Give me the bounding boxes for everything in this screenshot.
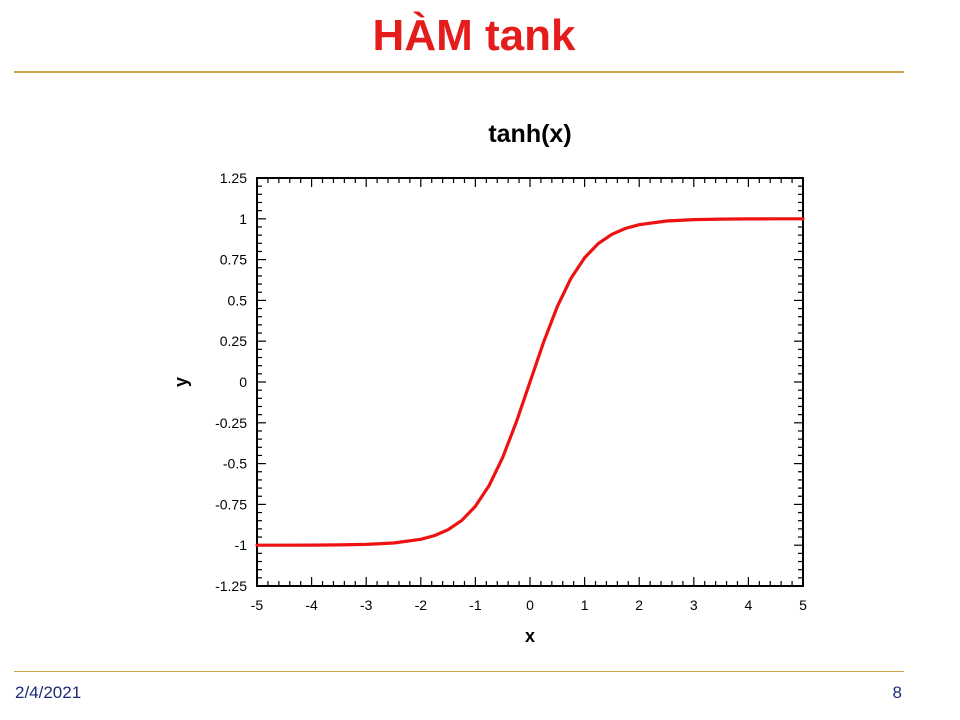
y-tick-label: -1.25 <box>215 578 247 594</box>
y-tick-label: -0.5 <box>223 456 247 472</box>
series-line-0 <box>255 217 805 547</box>
y-tick-label: 0.5 <box>228 292 248 308</box>
y-tick-label: -1 <box>235 537 248 553</box>
page-number: 8 <box>892 683 902 702</box>
chart-title: tanh(x) <box>488 120 571 148</box>
x-tick-label: 5 <box>799 597 807 613</box>
slide-title: HÀM tank <box>372 11 576 60</box>
x-axis-label: x <box>525 626 535 646</box>
x-tick-label: -4 <box>305 597 318 613</box>
title-divider <box>14 71 904 73</box>
y-tick-label: 1 <box>239 211 247 227</box>
x-tick-label: 0 <box>526 597 534 613</box>
x-tick-label: 1 <box>581 597 589 613</box>
plot-area: -5 -4 -3 -2 -1 0 1 2 3 4 5 -1.25 -1 -0.75 -0.5 -0.25 0 0.… <box>215 170 807 613</box>
y-tick-label: 1.25 <box>220 170 247 186</box>
y-tick-label: 0.75 <box>220 252 247 268</box>
x-tick-label: 2 <box>635 597 643 613</box>
x-tick-label: -3 <box>360 597 373 613</box>
x-tick-label: 4 <box>745 597 753 613</box>
y-tick-label: 0 <box>239 374 247 390</box>
y-tick-label: -0.75 <box>215 496 247 512</box>
y-tick-label: -0.25 <box>215 415 247 431</box>
x-tick-label: 3 <box>690 597 698 613</box>
x-tick-label: -2 <box>415 597 428 613</box>
footer-divider <box>14 671 904 672</box>
tanh-chart: tanh(x) -5 -4 -3 -2 -1 0 1 2 3 4 5 -1.25 -1 -0.75 -0.5… <box>171 120 807 646</box>
footer-date: 2/4/2021 <box>15 683 82 702</box>
x-tick-label: -5 <box>251 597 264 613</box>
y-axis-label: y <box>171 377 191 387</box>
y-tick-label: 0.25 <box>220 333 247 349</box>
x-tick-label: -1 <box>469 597 482 613</box>
